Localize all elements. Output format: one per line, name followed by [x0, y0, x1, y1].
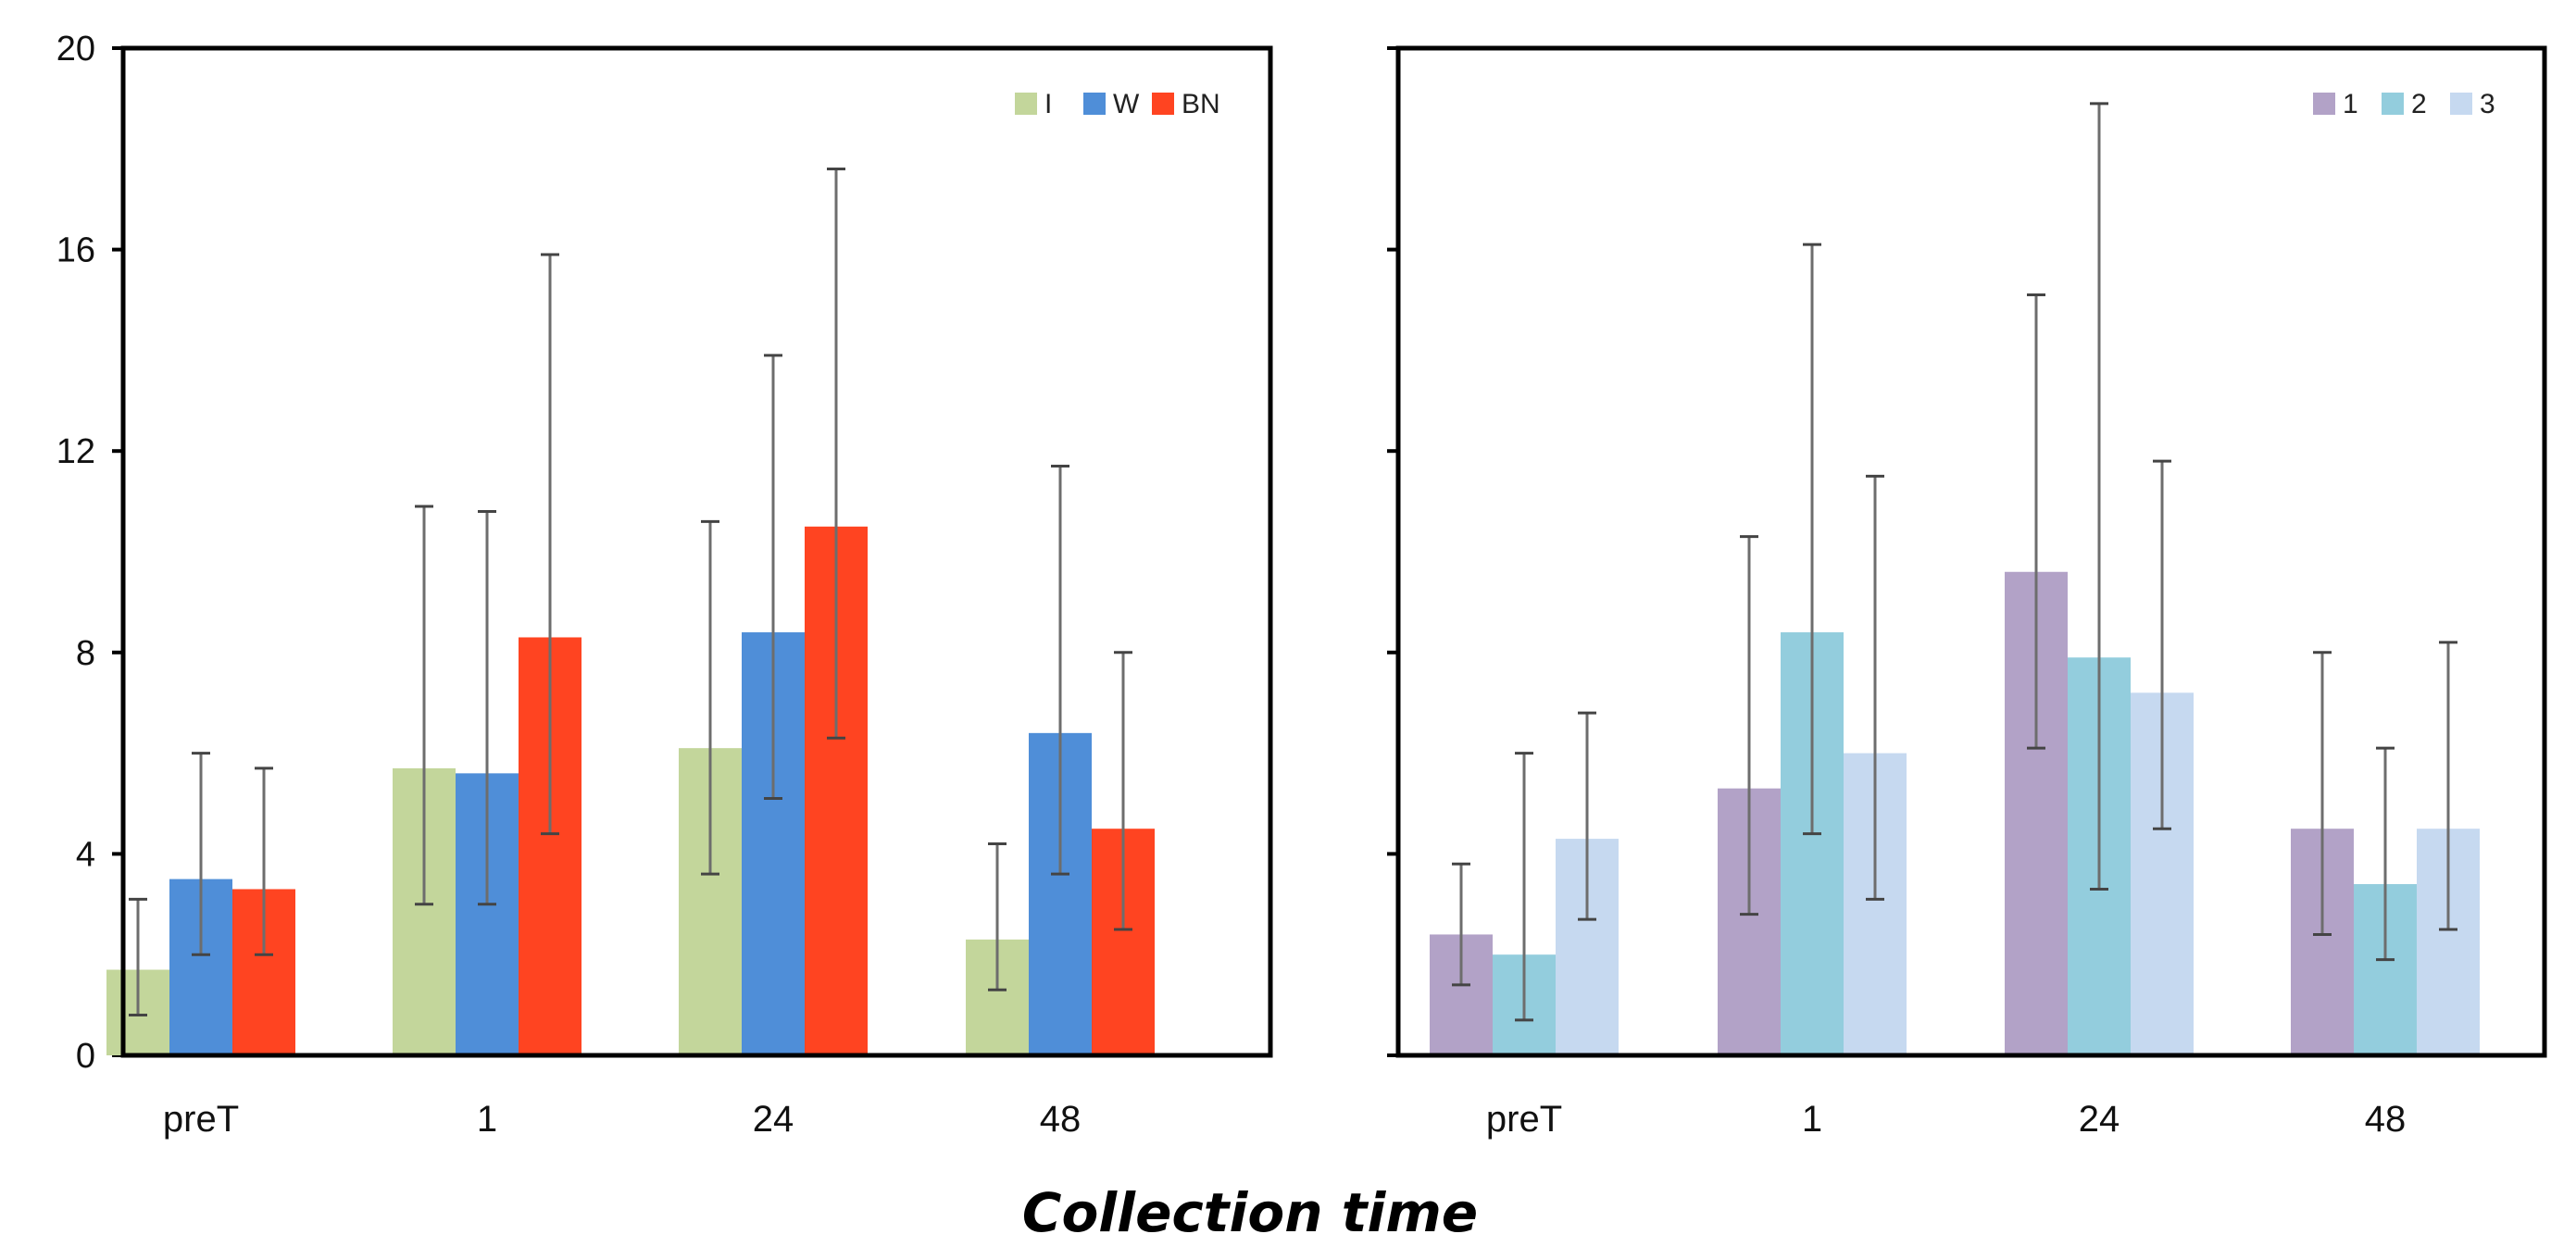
- y-tick-label: 4: [76, 835, 95, 874]
- legend-label-W: W: [1113, 89, 1140, 119]
- x-tick-label: 1: [477, 1099, 497, 1140]
- x-axis-title: Collection time: [1022, 1181, 1478, 1244]
- plot-frame: [120, 45, 1273, 1058]
- y-tick-label: 0: [76, 1037, 95, 1076]
- legend-label-BN: BN: [1182, 89, 1220, 119]
- x-tick-label: 1: [1802, 1099, 1822, 1140]
- legend-swatch-2: [2382, 93, 2404, 115]
- legend-swatch-3: [2450, 93, 2472, 115]
- legend-swatch-W: [1083, 93, 1106, 115]
- plot-frame: [1395, 45, 2547, 1058]
- y-tick-label: 12: [56, 432, 95, 471]
- legend-label-1: 1: [2343, 89, 2358, 119]
- y-tick-label: 20: [56, 30, 95, 69]
- x-tick-label: preT: [1486, 1099, 1562, 1140]
- y-tick-label: 16: [56, 231, 95, 270]
- x-tick-label: preT: [163, 1099, 239, 1140]
- x-tick-label: 48: [2365, 1099, 2407, 1140]
- legend-label-I: I: [1044, 89, 1052, 119]
- x-tick-label: 48: [1040, 1099, 1082, 1140]
- legend-swatch-1: [2313, 93, 2335, 115]
- x-tick-label: 24: [753, 1099, 794, 1140]
- chart-panel-right: preT 1 24 48 1 2 3: [1387, 45, 2547, 1140]
- x-tick-label: 24: [2079, 1099, 2120, 1140]
- legend-label-3: 3: [2480, 89, 2495, 119]
- y-tick-label: 8: [76, 634, 95, 673]
- legend-swatch-BN: [1152, 93, 1174, 115]
- legend-label-2: 2: [2411, 89, 2427, 119]
- legend-swatch-I: [1015, 93, 1037, 115]
